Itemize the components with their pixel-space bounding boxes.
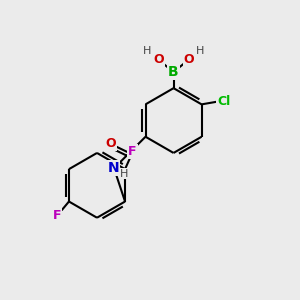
Text: O: O — [153, 53, 164, 66]
Text: F: F — [128, 145, 137, 158]
Text: H: H — [120, 169, 128, 178]
Text: O: O — [105, 137, 116, 150]
Text: O: O — [184, 53, 194, 66]
Text: F: F — [53, 209, 62, 222]
Text: H: H — [143, 46, 151, 56]
Text: B: B — [168, 65, 179, 79]
Text: Cl: Cl — [217, 95, 230, 108]
Text: N: N — [108, 161, 119, 175]
Text: H: H — [196, 46, 204, 56]
